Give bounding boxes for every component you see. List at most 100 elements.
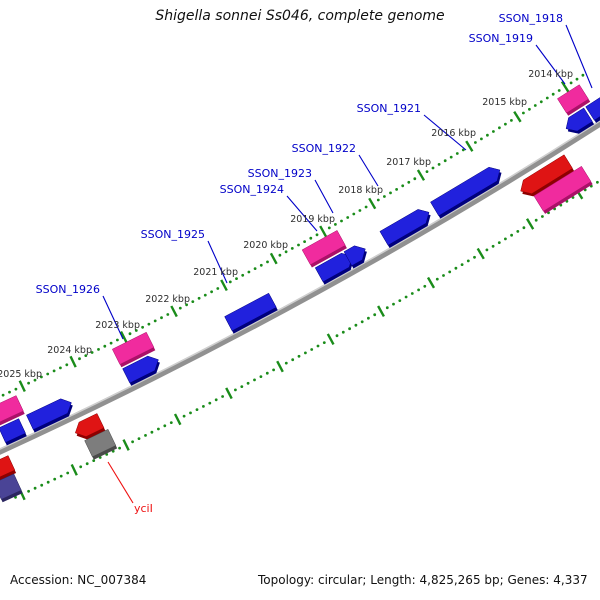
ruler-dot xyxy=(240,385,244,388)
ruler-dot xyxy=(492,130,495,133)
ruler-dot xyxy=(410,292,414,295)
ruler-dot xyxy=(278,253,282,257)
gene-label-sson_1926[interactable]: SSON_1926 xyxy=(36,283,100,296)
ruler-layer xyxy=(1,73,599,501)
ruler-dot xyxy=(128,332,132,336)
ruler-dot xyxy=(266,260,269,264)
ruler-major-tick xyxy=(225,387,233,400)
ruler-dot xyxy=(348,327,351,331)
ruler-dot xyxy=(395,188,398,191)
ruler-major-tick xyxy=(319,225,328,238)
gene-label-sson_1924[interactable]: SSON_1924 xyxy=(220,183,284,196)
gene-sson_1919[interactable] xyxy=(557,84,589,114)
ruler-major-tick xyxy=(69,355,77,368)
gene-feature[interactable] xyxy=(520,154,573,194)
gene-feature[interactable] xyxy=(84,428,117,458)
ruler-dot xyxy=(284,250,288,254)
leader-line-ycii xyxy=(107,461,134,504)
gene-feature[interactable] xyxy=(343,245,366,267)
ruler-dot xyxy=(169,421,173,424)
ruler-dot xyxy=(443,159,447,163)
ruler-dot xyxy=(59,474,63,478)
ruler-major-tick xyxy=(426,276,436,289)
genome-summary-text: Topology: circular; Length: 4,825,265 bp… xyxy=(258,573,588,587)
ruler-major-tick xyxy=(269,252,278,265)
ruler-dot xyxy=(373,313,377,317)
ruler-dot xyxy=(460,263,464,266)
ruler-dot xyxy=(216,287,220,290)
leader-line-sson_1925 xyxy=(207,240,228,284)
gene-feature[interactable] xyxy=(0,418,26,443)
ruler-major-tick xyxy=(513,110,522,123)
ruler-major-tick xyxy=(368,197,377,210)
ruler-dot xyxy=(265,371,269,375)
ruler-dot xyxy=(1,393,5,397)
gene-sson_1925[interactable] xyxy=(224,292,277,332)
gene-label-sson_1922[interactable]: SSON_1922 xyxy=(292,142,356,155)
gene-feature[interactable] xyxy=(565,107,593,132)
ruler-dot xyxy=(253,267,257,270)
gene-label-sson_1921[interactable]: SSON_1921 xyxy=(357,102,421,115)
ruler-dot xyxy=(474,141,477,144)
gene-label-ycii[interactable]: yciI xyxy=(134,502,153,515)
gene-label-sson_1918[interactable]: SSON_1918 xyxy=(499,12,563,25)
ruler-dot xyxy=(480,137,483,141)
ruler-dot xyxy=(97,348,100,351)
ruler-dot xyxy=(253,378,256,382)
gene-feature[interactable] xyxy=(26,398,72,430)
ruler-dot xyxy=(195,408,199,411)
ruler-dot xyxy=(246,381,250,385)
leader-line-sson_1926 xyxy=(102,295,124,340)
ruler-dot xyxy=(153,319,157,323)
gene-ycii[interactable] xyxy=(74,413,105,437)
ruler-dot xyxy=(596,180,599,184)
ruler-dot xyxy=(510,233,513,237)
gene-sson_1924[interactable] xyxy=(301,230,346,266)
ruler-dot xyxy=(322,341,326,344)
ruler-dot xyxy=(103,344,107,348)
gene-label-sson_1919[interactable]: SSON_1919 xyxy=(469,32,533,45)
gene-sson_1926[interactable] xyxy=(111,331,155,365)
ruler-dot xyxy=(473,255,476,259)
ruler-dot xyxy=(486,133,489,137)
gene-sson_1922[interactable] xyxy=(379,209,430,246)
gene-feature[interactable] xyxy=(533,165,592,212)
ruler-dot xyxy=(575,77,579,81)
ruler-dot xyxy=(297,354,301,358)
backbone-arc xyxy=(0,120,600,455)
page-title: Shigella sonnei Ss046, complete genome xyxy=(155,8,445,24)
tick-label: 2017 kbp xyxy=(386,157,431,168)
gene-feature[interactable] xyxy=(0,455,16,478)
ruler-dot xyxy=(79,465,83,469)
tick-label: 2020 kbp xyxy=(243,240,288,251)
ruler-dot xyxy=(442,274,445,277)
ruler-dot xyxy=(541,215,544,218)
ruler-major-tick xyxy=(170,305,178,318)
gene-sson_1921[interactable] xyxy=(430,166,501,217)
gene-label-sson_1923[interactable]: SSON_1923 xyxy=(248,167,312,180)
ruler-major-tick xyxy=(119,330,128,343)
ruler-dot xyxy=(545,96,549,100)
ruler-dot xyxy=(425,170,429,174)
ruler-dot xyxy=(14,387,18,391)
ruler-dot xyxy=(272,368,275,372)
ruler-dot xyxy=(40,375,43,379)
ruler-major-tick xyxy=(476,247,485,260)
ruler-major-tick xyxy=(465,140,474,152)
ruler-major-tick xyxy=(416,169,426,181)
gene-feature[interactable] xyxy=(0,395,24,423)
ruler-dot xyxy=(455,152,459,155)
gene-feature[interactable] xyxy=(0,473,22,500)
gene-label-sson_1925[interactable]: SSON_1925 xyxy=(141,228,205,241)
gene-feature[interactable] xyxy=(122,355,159,384)
gene-sson_1918[interactable] xyxy=(585,96,600,121)
ruler-dot xyxy=(241,273,245,277)
tick-label: 2023 kbp xyxy=(95,320,140,331)
ruler-dot xyxy=(27,489,30,493)
ruler-dot xyxy=(485,248,489,252)
ruler-dot xyxy=(551,92,555,96)
ruler-dot xyxy=(116,338,119,342)
ruler-dot xyxy=(147,322,151,326)
